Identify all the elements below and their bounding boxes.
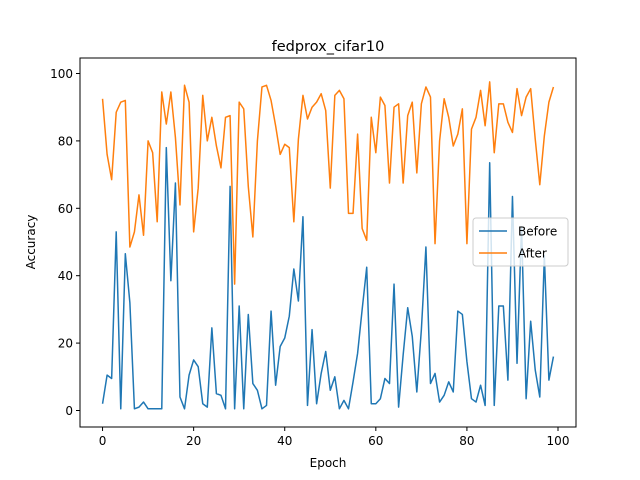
x-tick-label: 20 bbox=[186, 434, 201, 448]
x-axis-label: Epoch bbox=[310, 456, 347, 470]
x-tick-label: 60 bbox=[368, 434, 383, 448]
y-tick-label: 100 bbox=[50, 67, 73, 81]
legend-label-after: After bbox=[518, 247, 547, 261]
chart-title: fedprox_cifar10 bbox=[272, 39, 385, 55]
y-axis: 0 20 40 60 80 100 bbox=[50, 67, 80, 418]
legend-box bbox=[472, 217, 569, 267]
series-line-after bbox=[101, 81, 555, 285]
plot-area bbox=[79, 57, 577, 428]
x-axis: 0 20 40 60 80 100 bbox=[99, 427, 570, 448]
y-tick-label: 80 bbox=[58, 134, 73, 148]
y-tick-label: 40 bbox=[58, 269, 73, 283]
x-tick-label: 40 bbox=[277, 434, 292, 448]
y-tick-label: 20 bbox=[58, 337, 73, 351]
series-line-before bbox=[101, 146, 555, 410]
y-tick-label: 60 bbox=[58, 202, 73, 216]
series-layer bbox=[101, 81, 555, 410]
x-tick-label: 0 bbox=[99, 434, 107, 448]
y-axis-label: Accuracy bbox=[24, 215, 38, 270]
y-tick-label: 0 bbox=[65, 404, 73, 418]
plot-frame bbox=[79, 57, 577, 428]
legend-label-before: Before bbox=[518, 225, 557, 239]
x-tick-label: 80 bbox=[459, 434, 474, 448]
x-tick-label: 100 bbox=[547, 434, 570, 448]
legend: Before After bbox=[472, 217, 569, 267]
